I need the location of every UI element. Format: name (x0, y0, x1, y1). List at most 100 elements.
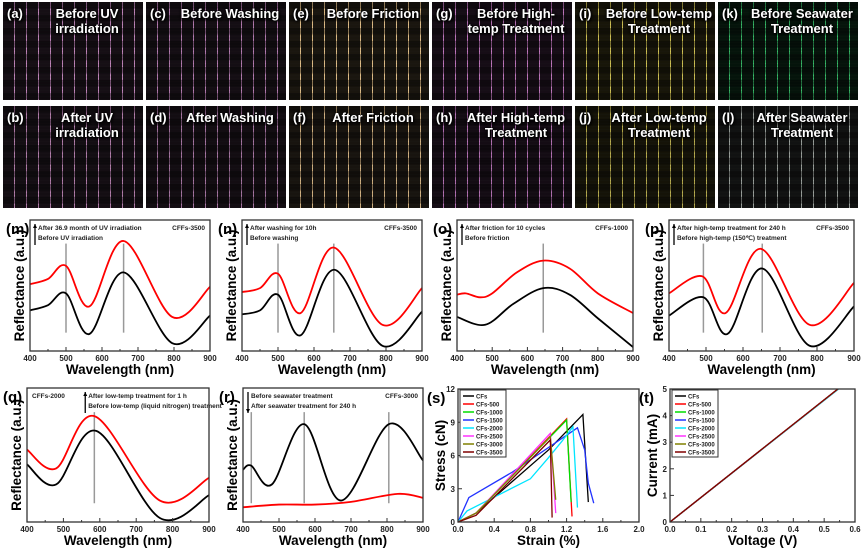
legend-entry: CFs (688, 395, 700, 401)
photo-caption: (b) After UV irradiation (7, 110, 141, 140)
photo-caption-text: Before Low-temp Treatment (605, 6, 713, 36)
fabric-photo-c: (c) Before Washing (146, 2, 286, 100)
y-tick-label: 5 (663, 385, 668, 394)
sample-label: CFFs-3500 (172, 225, 205, 232)
annotation-text: After high-temp treatment for 240 h (677, 225, 786, 232)
x-tick-label: 400 (20, 525, 34, 534)
photo-caption-text: After UV irradiation (55, 110, 119, 140)
x-tick-label: 600 (93, 525, 107, 534)
y-axis-label: Reflectance (a.u.) (12, 230, 27, 342)
panel-letter: (m) (6, 221, 29, 238)
legend-entry: CFs-1000 (688, 411, 715, 417)
x-tick-label: 500 (59, 354, 73, 363)
series-line-0 (241, 268, 423, 348)
panel-letter: (r) (219, 389, 235, 406)
y-axis-label: Reflectance (a.u.) (225, 399, 240, 511)
annotation-text: After 36.9 month of UV irradiation (38, 225, 142, 232)
x-axis-label: Wavelength (nm) (707, 362, 815, 377)
y-axis-label: Reflectance (a.u.) (439, 230, 454, 342)
legend-entry: CFs-3000 (476, 443, 503, 449)
legend-entry: CFs-500 (476, 403, 500, 409)
x-tick-label: 0.8 (525, 525, 537, 534)
y-tick-label: 1 (663, 491, 668, 500)
photo-caption-text: Before Washing (180, 6, 280, 21)
x-tick-label: 500 (271, 354, 285, 363)
x-tick-label: 500 (486, 354, 500, 363)
chart-p (668, 219, 855, 352)
arrow-head-icon (33, 224, 37, 228)
chart-s (457, 388, 640, 523)
annotation-text: After friction for 10 cycles (465, 225, 546, 232)
legend-entry: CFs-2500 (476, 435, 503, 441)
arrow-head-icon (83, 392, 88, 396)
photo-caption: (i) Before Low-temp Treatment (579, 6, 713, 36)
arrow-head-icon (460, 224, 464, 228)
sample-label: CFFs-3000 (385, 393, 418, 400)
annotation-text: After washing for 10h (250, 225, 316, 232)
x-tick-label: 600 (521, 354, 535, 363)
photo-caption: (c) Before Washing (150, 6, 284, 21)
y-tick-label: 2 (663, 465, 668, 474)
fabric-photo-b: (b) After UV irradiation (3, 106, 143, 208)
chart-t (669, 388, 856, 523)
x-tick-label: 500 (57, 525, 71, 534)
x-tick-label: 400 (23, 354, 37, 363)
y-tick-label: 4 (663, 412, 668, 421)
legend-entry: CFs-2000 (476, 427, 503, 433)
annotation-text: Before low-temp (liquid nitrogen) treatm… (88, 403, 222, 410)
x-tick-label: 700 (344, 525, 358, 534)
x-tick-label: 700 (131, 354, 145, 363)
y-axis-label: Current (mA) (645, 414, 660, 497)
legend-entry: CFs-1500 (476, 419, 503, 425)
photo-letter: (k) (722, 6, 738, 21)
panel-letter: (s) (427, 390, 445, 407)
photo-letter: (i) (579, 6, 592, 21)
x-tick-label: 0.0 (664, 525, 676, 534)
x-axis-label: Strain (%) (517, 533, 580, 548)
photo-caption: (f) After Friction (293, 110, 427, 125)
x-tick-label: 800 (591, 354, 605, 363)
series-line-1 (242, 492, 424, 509)
chart-n (241, 219, 423, 352)
x-tick-label: 700 (343, 354, 357, 363)
x-tick-label: 400 (236, 525, 250, 534)
chart-r (242, 387, 424, 523)
x-axis-label: Wavelength (nm) (278, 362, 386, 377)
photo-caption: (l) After Seawater Treatment (722, 110, 856, 140)
x-tick-label: 2.0 (633, 525, 645, 534)
legend-box (671, 389, 719, 458)
x-axis-label: Wavelength (nm) (66, 362, 174, 377)
series-line-1 (668, 247, 855, 326)
panel-letter: (t) (639, 390, 654, 407)
x-tick-label: 700 (773, 354, 787, 363)
y-tick-label: 0 (663, 518, 668, 527)
x-tick-label: 0.3 (757, 525, 769, 534)
series-line-1 (29, 240, 211, 319)
x-tick-label: 0.5 (819, 525, 831, 534)
series-line-CFs-3000 (457, 435, 557, 523)
y-tick-label: 6 (451, 452, 456, 461)
x-tick-label: 400 (450, 354, 464, 363)
x-tick-label: 600 (307, 354, 321, 363)
sample-label: CFFs-3500 (816, 225, 849, 232)
x-tick-label: 1.2 (561, 525, 573, 534)
legend-entry: CFs-500 (688, 403, 712, 409)
photo-caption: (h) After High-temp Treatment (436, 110, 570, 140)
fabric-photo-l: (l) After Seawater Treatment (718, 106, 858, 208)
photo-caption-text: After Seawater Treatment (756, 110, 848, 140)
y-axis-label: Reflectance (a.u.) (9, 399, 24, 511)
x-tick-label: 600 (736, 354, 750, 363)
series-line-0 (668, 267, 855, 348)
panel-letter: (o) (433, 221, 452, 238)
photo-caption: (j) After Low-temp Treatment (579, 110, 713, 140)
x-axis-label: Wavelength (nm) (64, 533, 172, 548)
x-axis-label: Voltage (V) (728, 533, 798, 548)
legend-box (459, 389, 507, 458)
series-line-0 (242, 422, 424, 502)
x-tick-label: 0.2 (726, 525, 738, 534)
photo-caption: (a) Before UV irradiation (7, 6, 141, 36)
series-line-CFs-3500 (669, 388, 839, 523)
x-tick-label: 600 (95, 354, 109, 363)
series-line-CFs-1500 (457, 426, 595, 523)
arrow-head-icon (245, 224, 249, 228)
